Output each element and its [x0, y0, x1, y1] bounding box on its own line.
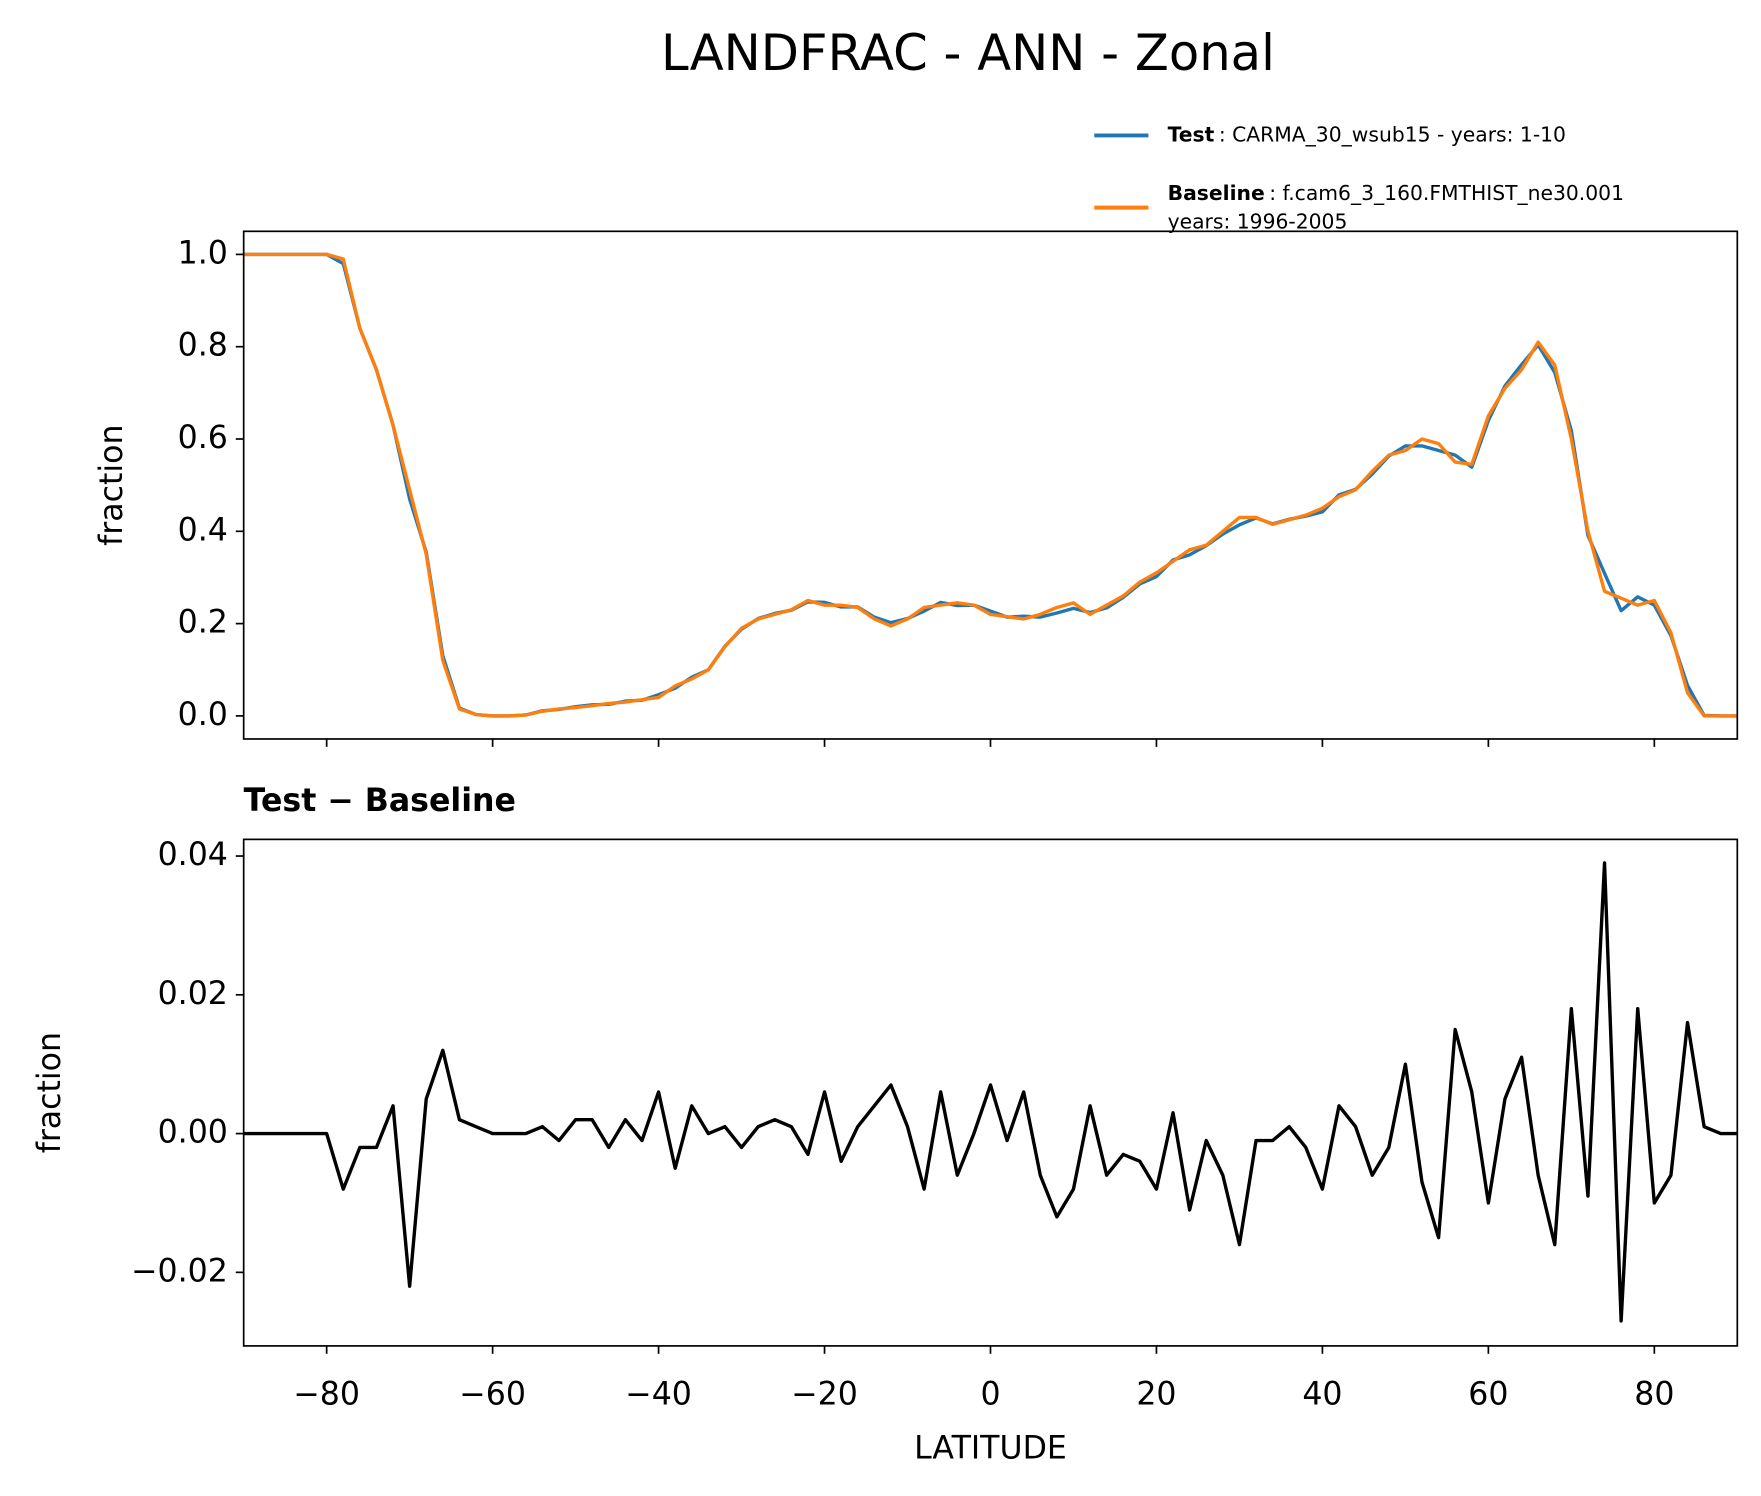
axes-frame	[242, 838, 1739, 1347]
series-line	[243, 252, 1738, 718]
x-tick-label: −40	[625, 1377, 692, 1413]
legend-detail: : f.cam6_3_160.FMTHIST_ne30.001	[1269, 181, 1624, 206]
legend-name: Baseline	[1168, 181, 1265, 205]
x-tick-label: 0	[980, 1377, 1000, 1413]
x-tick-label: 80	[1634, 1377, 1674, 1413]
legend-name: Test	[1168, 122, 1215, 146]
y-tick-label: 0.0	[178, 697, 228, 733]
x-tick-label: −20	[791, 1377, 858, 1413]
y-tick-label: 0.04	[158, 837, 228, 873]
y-axis-label: fraction	[94, 424, 130, 545]
series-line	[243, 861, 1738, 1323]
y-tick-label: −0.02	[131, 1253, 228, 1289]
y-axis-label: fraction	[32, 1032, 68, 1153]
legend-label: Baseline: f.cam6_3_160.FMTHIST_ne30.001	[1168, 181, 1624, 206]
axes-title: Test − Baseline	[244, 783, 516, 819]
x-axis-label: LATITUDE	[914, 1431, 1067, 1467]
x-tick-label: 60	[1468, 1377, 1508, 1413]
y-tick-label: 0.2	[178, 605, 228, 641]
legend-label: Test: CARMA_30_wsub15 - years: 1-10	[1168, 122, 1566, 147]
x-tick-label: −80	[293, 1377, 360, 1413]
y-tick-label: 0.02	[158, 976, 228, 1012]
axes-frame	[242, 230, 1739, 740]
y-tick-label: 0.00	[158, 1115, 228, 1151]
y-tick-label: 0.6	[178, 420, 228, 456]
y-tick-label: 0.8	[178, 328, 228, 364]
y-tick-label: 0.4	[178, 512, 228, 548]
series-line	[243, 252, 1738, 718]
x-tick-label: 40	[1302, 1377, 1342, 1413]
legend-detail: years: 1996-2005	[1168, 209, 1348, 233]
figure-title: LANDFRAC - ANN - Zonal	[661, 24, 1275, 82]
legend-detail: : CARMA_30_wsub15 - years: 1-10	[1219, 122, 1566, 147]
x-tick-label: 20	[1136, 1377, 1176, 1413]
x-tick-label: −60	[459, 1377, 526, 1413]
y-tick-label: 1.0	[178, 235, 228, 271]
